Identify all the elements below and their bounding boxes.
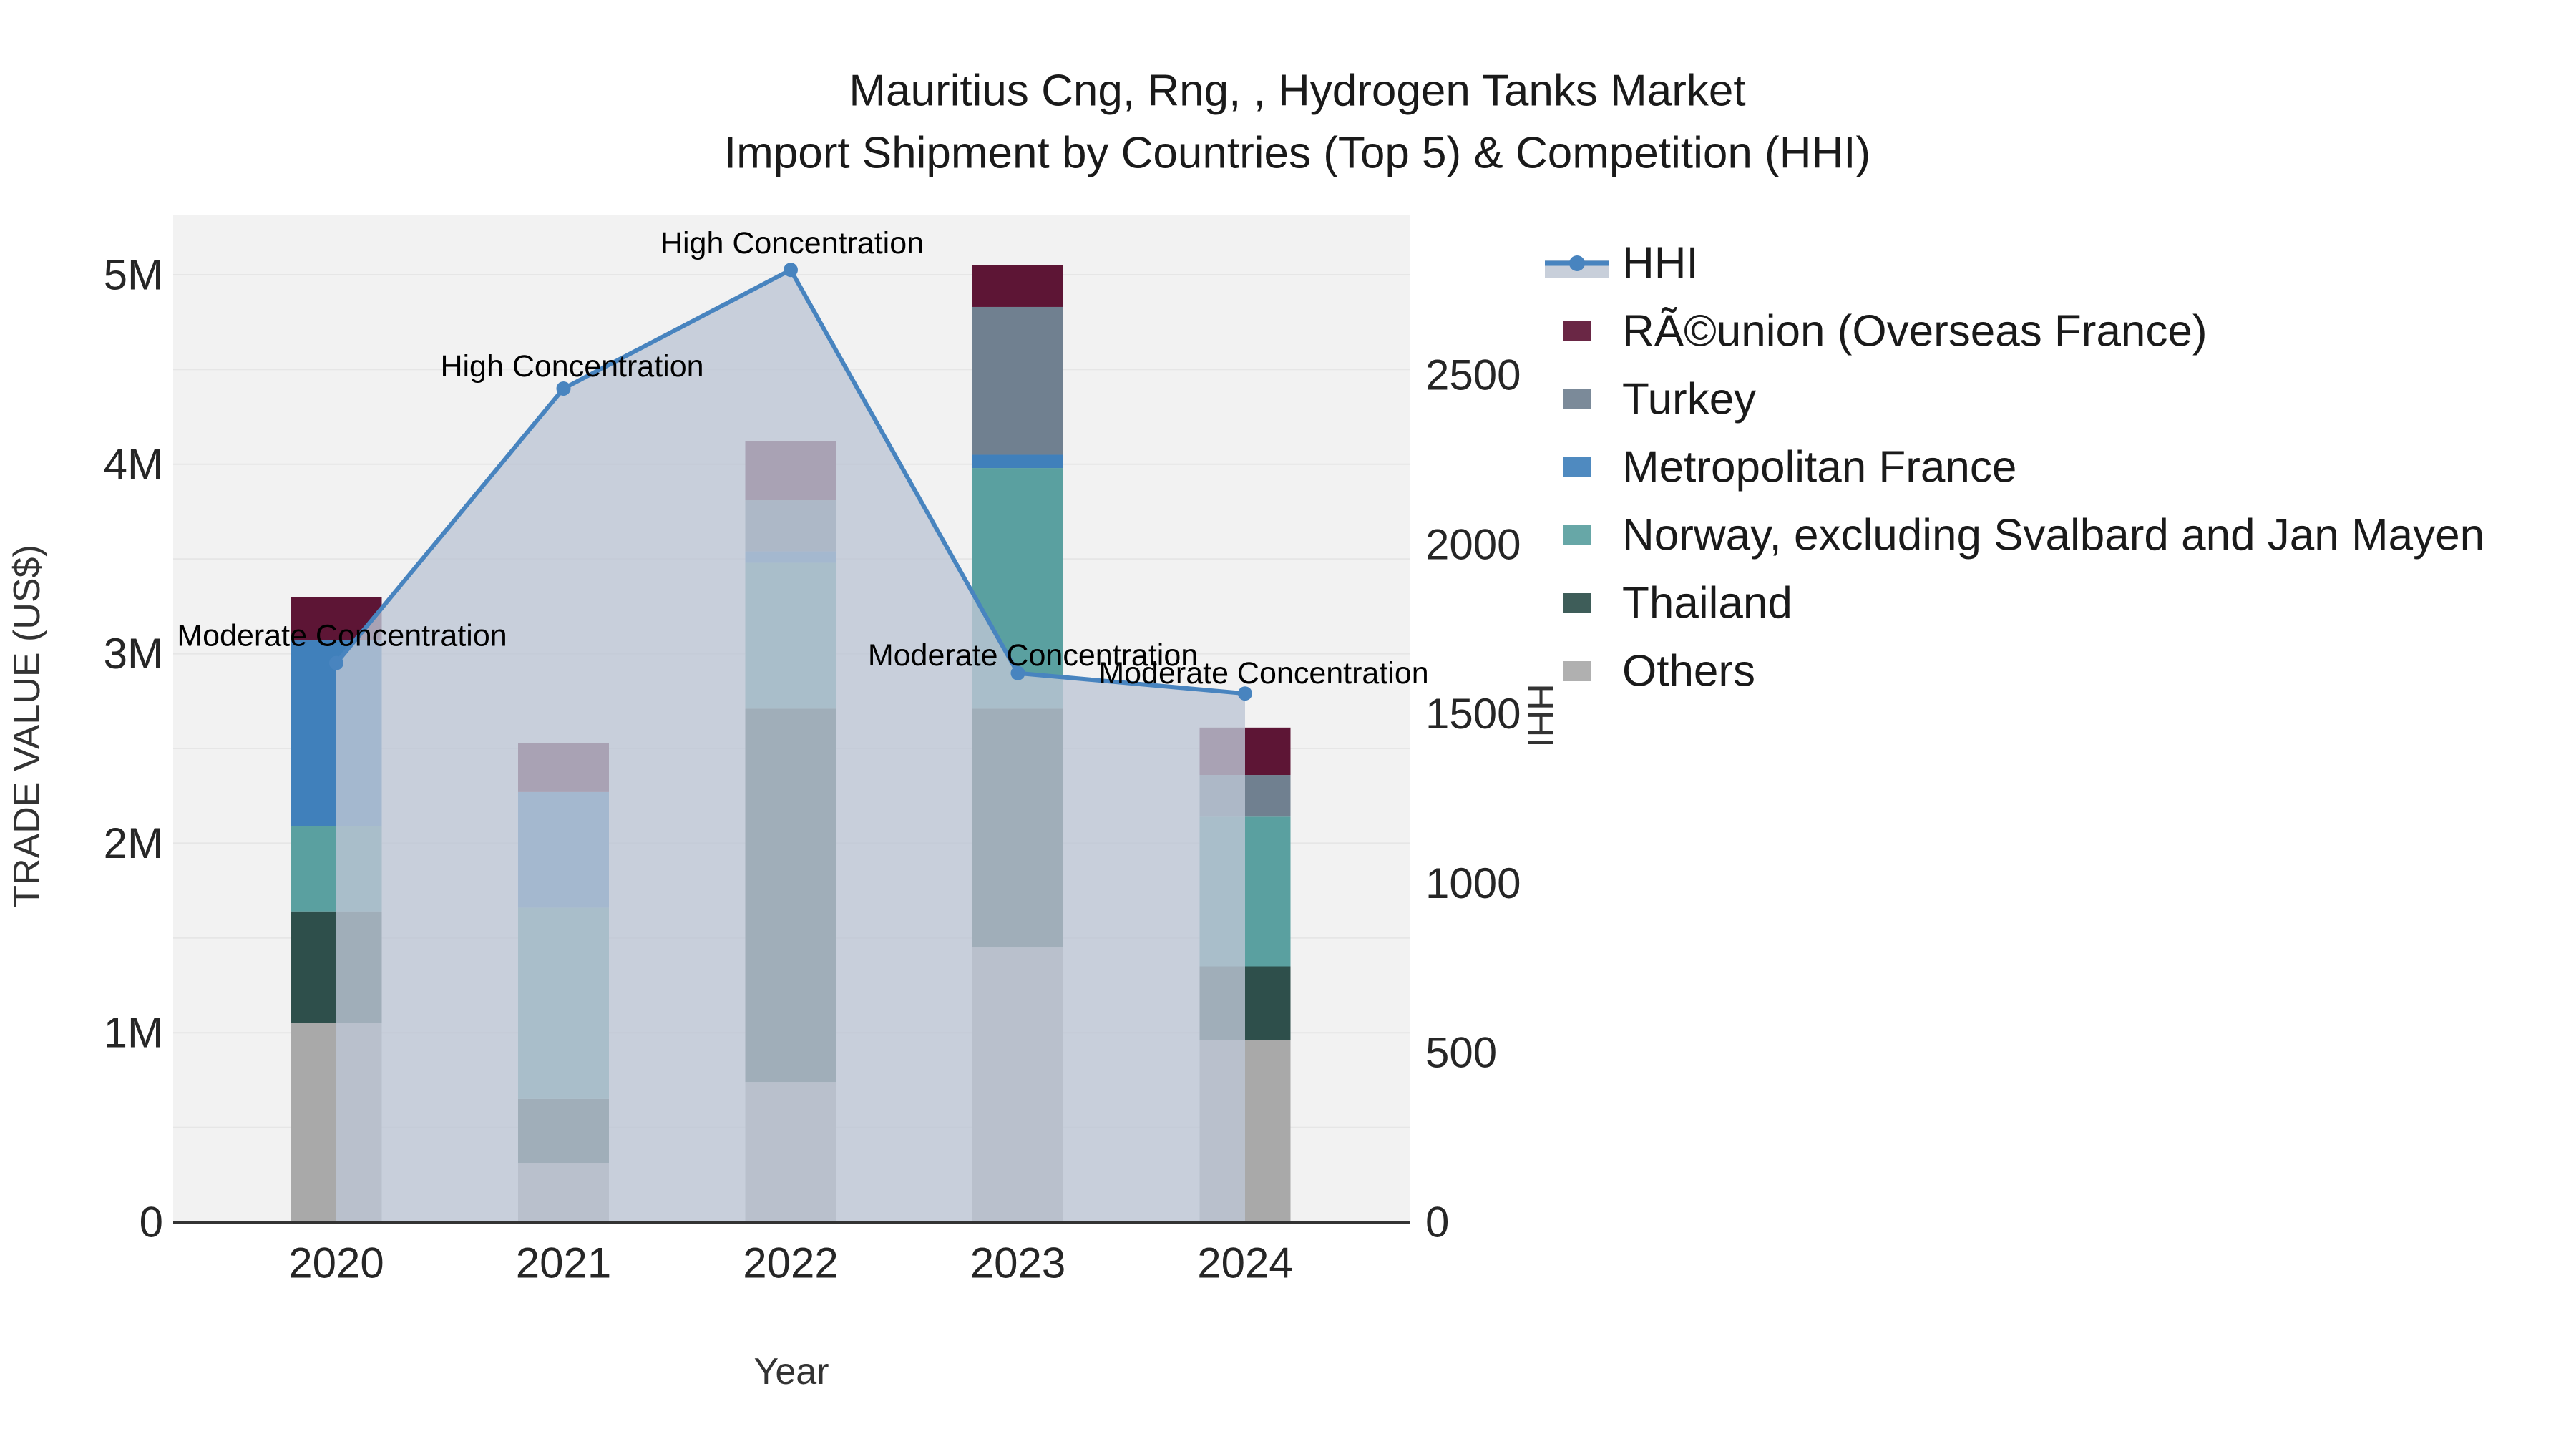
x-tick-label: 2021 (516, 1239, 611, 1287)
legend: HHI RÃ©union (Overseas France) Turkey Metro… (1545, 239, 2484, 696)
hhi-annotation-2020: Moderate Concentration (177, 619, 507, 653)
legend-item-others[interactable]: Others (1563, 647, 1755, 696)
x-axis-title: Year (753, 1351, 829, 1392)
y-left-tick-label: 5M (104, 250, 163, 298)
hhi-annotation-2021: High Concentration (440, 349, 703, 384)
legend-item-hhi[interactable]: HHI (1545, 239, 1699, 288)
legend-item-norway-excluding-svalbard-and-jan-mayen[interactable]: Norway, excluding Svalbard and Jan Mayen (1563, 511, 2484, 560)
x-tick-label: 2024 (1197, 1239, 1292, 1287)
chart-title-line1: Mauritius Cng, Rng, , Hydrogen Tanks Mar… (849, 67, 1745, 116)
hhi-annotation-2024: Moderate Concentration (1098, 656, 1428, 691)
legend-swatch (1563, 389, 1591, 409)
hhi-annotation-2022: High Concentration (660, 226, 924, 260)
hhi-marker-2023[interactable] (1010, 665, 1025, 680)
axis-layer: 0 1M 2M 3M 4M 5M 0 500 1000 1500 2000 2500 2020 2021 2… (104, 250, 1521, 1287)
y-left-tick-label: 3M (104, 630, 163, 678)
hhi-line-layer (329, 263, 1252, 701)
y-right-tick-label: 2000 (1425, 520, 1521, 568)
annotation-layer: Moderate Concentration High Concentration… (177, 226, 1428, 691)
hhi-marker-2020[interactable] (329, 655, 343, 670)
legend-hhi-marker-swatch (1569, 255, 1585, 271)
y-left-axis-title: TRADE VALUE (US$) (6, 545, 48, 908)
hhi-marker-2022[interactable] (784, 263, 798, 278)
x-tick-label: 2023 (970, 1239, 1065, 1287)
legend-label: Norway, excluding Svalbard and Jan Mayen (1622, 511, 2484, 560)
hhi-area-layer (336, 270, 1245, 1223)
y-left-tick-label: 2M (104, 819, 163, 867)
bar-segment-2023[interactable] (972, 306, 1063, 455)
legend-label: RÃ©union (Overseas France) (1622, 307, 2207, 356)
hhi-marker-2024[interactable] (1238, 686, 1252, 701)
legend-swatch (1563, 593, 1591, 613)
legend-swatch (1563, 321, 1591, 341)
y-right-tick-label: 0 (1425, 1199, 1449, 1246)
y-right-axis-title: HHI (1519, 683, 1561, 748)
legend-item-turkey[interactable]: Turkey (1563, 375, 1756, 424)
legend-swatch (1563, 661, 1591, 681)
y-right-tick-label: 1500 (1425, 690, 1521, 738)
hhi-annotation-2023: Moderate Concentration (868, 638, 1198, 673)
chart-title-line2: Import Shipment by Countries (Top 5) & C… (724, 129, 1870, 178)
legend-label: Others (1622, 647, 1755, 696)
legend-label: Thailand (1622, 579, 1792, 628)
legend-item-r-union-overseas-france-[interactable]: RÃ©union (Overseas France) (1563, 307, 2207, 356)
legend-label: Turkey (1622, 375, 1756, 424)
legend-item-thailand[interactable]: Thailand (1563, 579, 1792, 628)
legend-label: HHI (1622, 239, 1699, 288)
y-right-tick-label: 2500 (1425, 351, 1521, 399)
y-right-tick-label: 500 (1425, 1029, 1497, 1077)
legend-label: Metropolitan France (1622, 443, 2016, 492)
legend-item-metropolitan-france[interactable]: Metropolitan France (1563, 443, 2016, 492)
x-tick-label: 2022 (743, 1239, 838, 1287)
legend-swatch (1563, 525, 1591, 545)
bar-segment-2023[interactable] (972, 454, 1063, 469)
x-tick-label: 2020 (288, 1239, 384, 1287)
bar-segment-2023[interactable] (972, 265, 1063, 307)
hhi-marker-2021[interactable] (556, 381, 571, 396)
y-left-tick-label: 0 (140, 1199, 163, 1246)
hhi-area (336, 270, 1245, 1223)
y-left-tick-label: 4M (104, 440, 163, 488)
y-left-tick-label: 1M (104, 1009, 163, 1057)
y-right-tick-label: 1000 (1425, 859, 1521, 907)
legend-swatch (1563, 457, 1591, 477)
